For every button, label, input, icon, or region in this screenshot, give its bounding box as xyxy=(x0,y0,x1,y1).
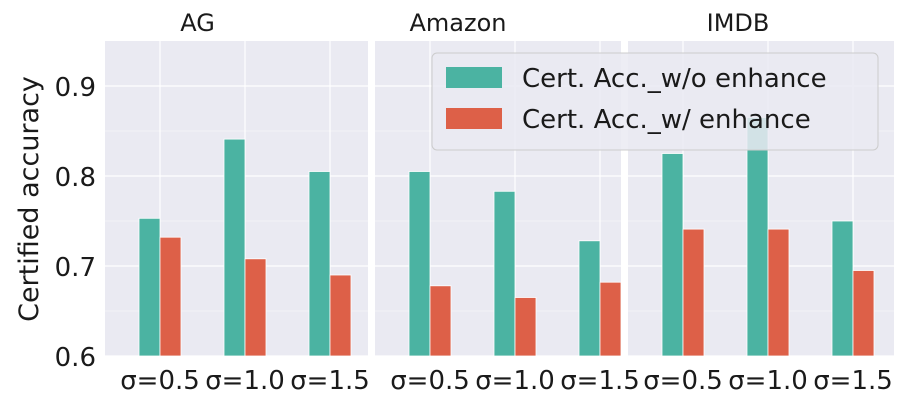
x-tick-label: σ=1.5 xyxy=(813,366,893,396)
bar-w-enhance xyxy=(514,297,537,357)
panel-title: IMDB xyxy=(707,9,770,37)
x-tick-label: σ=1.0 xyxy=(205,366,285,396)
bar-w-enhance xyxy=(329,274,352,357)
y-axis-label: Certified accuracy xyxy=(14,76,45,322)
x-tick-label: σ=1.0 xyxy=(728,366,808,396)
bar-wo-enhance xyxy=(223,138,246,357)
legend: Cert. Acc._w/o enhance Cert. Acc._w/ enha… xyxy=(431,52,879,151)
bar-wo-enhance xyxy=(408,171,431,357)
legend-swatch-w-enhance xyxy=(446,108,502,129)
bar-w-enhance xyxy=(159,236,182,357)
bar-w-enhance xyxy=(767,228,790,357)
bar-w-enhance xyxy=(599,281,622,357)
legend-label: Cert. Acc._w/ enhance xyxy=(522,105,811,135)
x-tick-label: σ=0.5 xyxy=(120,366,200,396)
panel-0: σ=0.5 σ=1.0 σ=1.5 AG xyxy=(105,9,370,396)
bar-wo-enhance xyxy=(578,240,601,357)
panel-title: AG xyxy=(180,9,215,37)
panel-title: Amazon xyxy=(410,9,507,37)
y-tick-label: 0.9 xyxy=(55,73,96,103)
bar-w-enhance xyxy=(244,258,267,357)
legend-box xyxy=(431,52,879,151)
x-tick-label: σ=1.5 xyxy=(560,366,640,396)
x-tick-label: σ=0.5 xyxy=(643,366,723,396)
bar-wo-enhance xyxy=(493,190,516,357)
bar-w-enhance xyxy=(682,228,705,357)
y-tick-label: 0.7 xyxy=(55,253,96,283)
bar-w-enhance xyxy=(429,285,452,357)
x-tick-label: σ=0.5 xyxy=(390,366,470,396)
y-tick-label: 0.6 xyxy=(55,343,96,373)
legend-swatch-wo-enhance xyxy=(446,67,502,88)
bar-wo-enhance xyxy=(661,153,684,357)
y-tick-label: 0.8 xyxy=(55,163,96,193)
bar-wo-enhance xyxy=(831,220,854,357)
legend-label: Cert. Acc._w/o enhance xyxy=(522,64,827,94)
bar-wo-enhance xyxy=(746,117,769,357)
bar-w-enhance xyxy=(852,270,875,357)
x-tick-label: σ=1.5 xyxy=(290,366,370,396)
x-tick-label: σ=1.0 xyxy=(475,366,555,396)
bar-wo-enhance xyxy=(138,217,161,357)
bar-wo-enhance xyxy=(308,171,331,357)
